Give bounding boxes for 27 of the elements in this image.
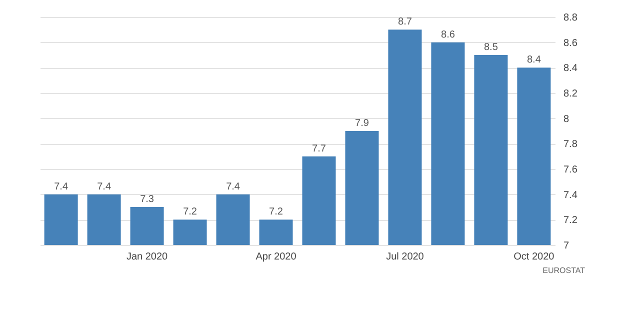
data-label: 7.9 [355,118,370,129]
y-tick-label: 7.4 [564,190,578,201]
y-tick-label: 8.4 [564,63,578,74]
data-label: 7.7 [312,143,326,154]
x-tick-label: Apr 2020 [256,252,297,262]
data-label: 7.2 [269,206,284,218]
data-label: 7.4 [226,181,240,192]
data-label: 8.4 [526,54,542,66]
text: EUROSTAT [542,266,585,275]
data-label: 7.4 [97,181,112,192]
x-tick-label: Jul 2020 [386,252,424,262]
y-tick-label: 8.2 [564,88,578,100]
data-label: 7.3 [140,194,154,205]
x-tick-label: Oct 2020 [514,252,555,262]
y-tick-label: 8.6 [564,38,578,49]
y-tick-label: 7.2 [564,215,578,226]
data-label: 8.6 [441,29,456,40]
data-label: 7.2 [183,206,198,218]
y-tick-label: 8.8 [564,12,578,24]
data-label: 8.5 [484,42,498,53]
data-label: 8.7 [398,16,412,28]
data-label: 7.4 [54,181,68,192]
x-tick-label: Jan 2020 [126,252,168,262]
y-tick-label: 8 [564,114,570,125]
y-tick-label: 7.8 [564,139,578,150]
y-tick-label: 7.6 [564,164,578,176]
y-tick-label: 7 [564,240,570,252]
